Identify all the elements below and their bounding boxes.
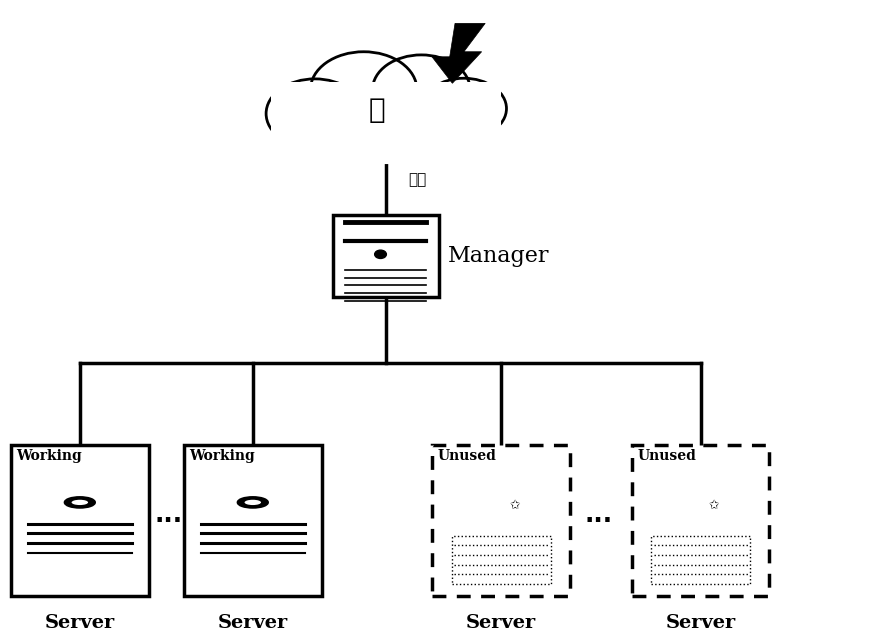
Ellipse shape bbox=[245, 500, 260, 505]
Text: ✩: ✩ bbox=[509, 499, 519, 512]
Bar bbox=[451, 536, 550, 584]
Circle shape bbox=[266, 79, 363, 148]
Ellipse shape bbox=[237, 497, 268, 508]
Text: Manager: Manager bbox=[447, 245, 548, 266]
Text: 云: 云 bbox=[369, 97, 385, 124]
Text: ✩: ✩ bbox=[709, 499, 719, 512]
Text: Unused: Unused bbox=[438, 449, 496, 463]
Circle shape bbox=[310, 52, 416, 127]
Text: Server: Server bbox=[217, 614, 288, 631]
FancyBboxPatch shape bbox=[270, 82, 501, 151]
Bar bbox=[184, 445, 321, 596]
Text: Server: Server bbox=[465, 614, 536, 631]
Polygon shape bbox=[431, 23, 485, 83]
Ellipse shape bbox=[65, 497, 95, 508]
Bar bbox=[332, 215, 439, 297]
Text: Server: Server bbox=[44, 614, 115, 631]
Bar bbox=[650, 536, 750, 584]
Text: Unused: Unused bbox=[636, 449, 696, 463]
Bar bbox=[432, 445, 569, 596]
Circle shape bbox=[354, 95, 425, 145]
FancyBboxPatch shape bbox=[253, 69, 518, 164]
Ellipse shape bbox=[72, 500, 88, 505]
Text: Working: Working bbox=[189, 449, 255, 463]
Text: Working: Working bbox=[16, 449, 82, 463]
Text: ···: ··· bbox=[584, 509, 612, 533]
Circle shape bbox=[396, 102, 467, 153]
Circle shape bbox=[372, 55, 470, 124]
Polygon shape bbox=[270, 145, 501, 164]
Text: Server: Server bbox=[664, 614, 735, 631]
Circle shape bbox=[421, 78, 506, 139]
Circle shape bbox=[374, 250, 386, 259]
Bar bbox=[631, 445, 769, 596]
Text: 负载: 负载 bbox=[408, 172, 426, 187]
Circle shape bbox=[308, 101, 383, 154]
Bar bbox=[11, 445, 148, 596]
Text: ···: ··· bbox=[154, 509, 183, 533]
